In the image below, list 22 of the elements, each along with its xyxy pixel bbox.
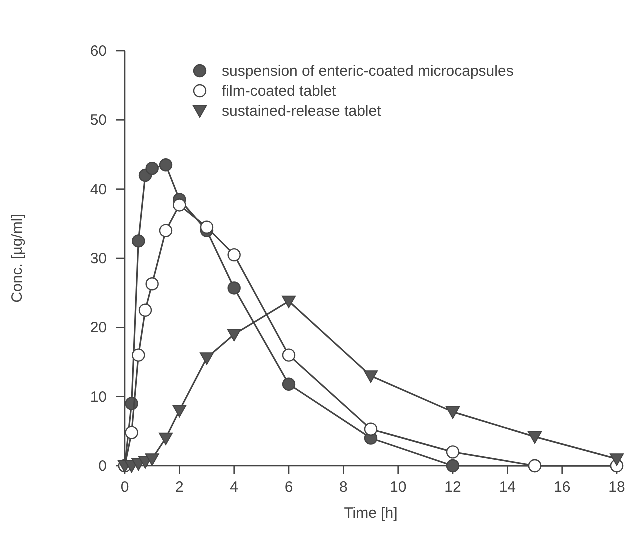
y-tick-label: 0	[98, 458, 107, 475]
legend-label: sustained-release tablet	[222, 103, 382, 120]
y-tick-label: 60	[90, 43, 107, 60]
legend-label: suspension of enteric-coated microcapsules	[222, 63, 514, 80]
x-tick-label: 10	[390, 479, 407, 496]
x-tick-label: 14	[499, 479, 516, 496]
x-tick-label: 16	[554, 479, 571, 496]
x-tick-label: 18	[608, 479, 626, 496]
x-tick-label: 2	[175, 479, 184, 496]
x-tick-label: 12	[444, 479, 462, 496]
y-tick-label: 10	[90, 388, 107, 406]
y-tick-label: 40	[90, 181, 107, 198]
x-tick-label: 4	[230, 479, 239, 496]
y-axis-title: Conc. [µg/ml]	[9, 214, 26, 303]
y-tick-label: 50	[90, 112, 107, 130]
x-tick-label: 8	[339, 479, 348, 496]
y-tick-label: 30	[90, 250, 107, 268]
x-tick-label: 6	[284, 479, 294, 496]
x-axis-title: Time [h]	[344, 505, 398, 522]
y-tick-label: 20	[90, 320, 107, 337]
legend-label: film-coated tablet	[222, 83, 338, 100]
x-tick-label: 0	[120, 479, 130, 496]
